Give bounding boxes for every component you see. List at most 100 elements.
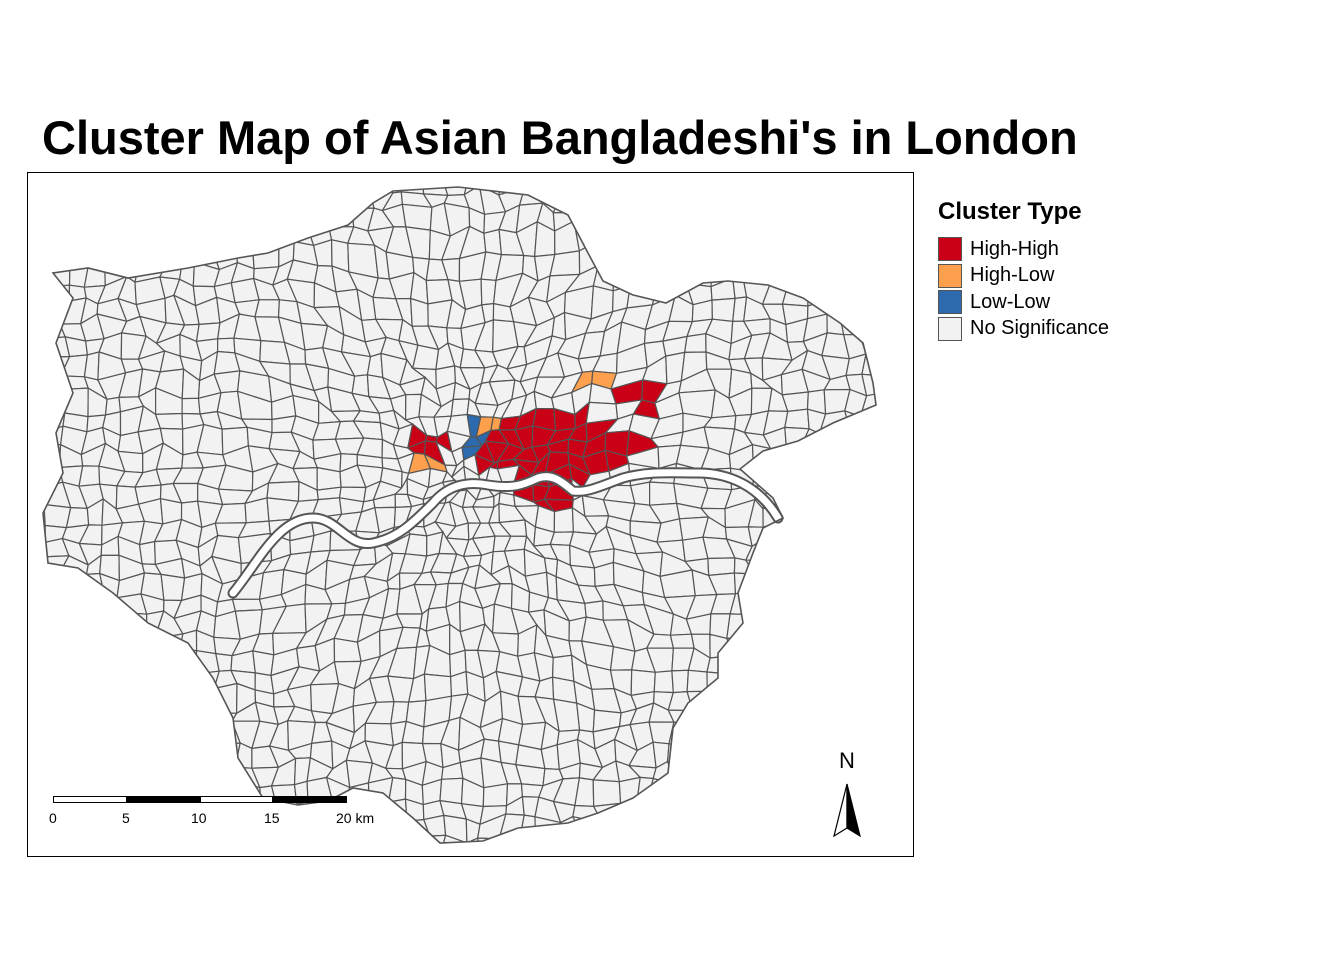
ward-polygon [59,187,86,190]
ward-polygon [875,298,876,322]
ward-polygon [859,581,876,602]
ward-polygon [781,782,808,807]
ward-polygon [174,702,196,733]
legend-item-low-low: Low-Low [938,289,1109,316]
ward-polygon [350,187,372,193]
ward-polygon [613,241,640,264]
ward-polygon [781,763,808,789]
ward-polygon [822,226,849,251]
ward-polygon [43,758,50,780]
ward-polygon [629,258,660,287]
ward-polygon [554,852,580,856]
ward-polygon [783,683,813,714]
ward-polygon [118,688,140,712]
ward-polygon [787,748,811,767]
ward-polygon [520,173,539,176]
ward-polygon [823,462,847,486]
ward-polygon [156,676,181,694]
london-ward-map[interactable] [28,173,913,856]
ward-polygon [668,204,696,228]
ward-polygon [231,194,262,213]
ward-polygon [632,240,659,264]
ward-polygon [429,834,447,843]
ward-polygon [316,466,342,491]
ward-polygon [533,833,563,843]
ward-polygon [896,684,914,713]
ward-polygon [28,557,33,574]
legend-swatch-high-high [938,237,962,262]
ward-polygon [610,851,636,856]
scale-tick-20-km: 20 km [336,810,375,826]
map-panel[interactable] [27,172,914,857]
ward-polygon [825,275,846,301]
north-arrow: N [826,748,868,840]
ward-polygon [99,632,126,659]
ward-polygon [83,187,109,212]
ward-polygon [195,201,218,230]
ward-polygon [884,648,907,670]
ward-polygon [176,225,199,251]
legend-item-high-high: High-High [938,236,1109,263]
ward-polygon [901,388,913,416]
ward-polygon [895,206,913,226]
ward-polygon [897,837,913,857]
ward-polygon [858,296,876,322]
ward-polygon [671,260,698,285]
ward-polygon [846,173,867,174]
ward-polygon [879,559,905,584]
ward-polygon [62,632,91,657]
ward-polygon [422,814,447,837]
ward-polygon [671,669,690,694]
ward-polygon [764,764,790,789]
scale-bar: 0 5 10 15 20 km [49,796,392,836]
ward-polygon [838,539,869,565]
ward-polygon [327,187,352,195]
ward-polygon [711,297,736,323]
ward-polygon [857,655,876,671]
ward-polygon [804,664,824,696]
ward-polygon [97,207,128,232]
ward-polygon [123,204,140,234]
ward-polygon [693,226,715,245]
ward-polygon [139,852,166,856]
ward-polygon [820,187,849,212]
ward-polygon [44,833,62,843]
ward-polygon [154,412,184,430]
ward-polygon [28,205,29,226]
ward-polygon [879,684,898,712]
ward-polygon [879,490,906,507]
ward-polygon [427,854,440,856]
ward-polygon [154,173,183,175]
ward-polygon [837,295,868,320]
ward-polygon [140,647,160,678]
ward-polygon [884,536,904,563]
ward-polygon [826,730,844,745]
ward-polygon [884,820,901,840]
ward-polygon [745,797,775,817]
ward-polygon [43,301,46,321]
ward-polygon [744,609,771,639]
ward-polygon [875,220,876,253]
ward-polygon [610,187,637,211]
ward-polygon [689,831,717,843]
ward-polygon [177,853,201,856]
ward-polygon [28,839,32,856]
ward-polygon [705,187,730,196]
ward-polygon [252,242,280,270]
ward-polygon [764,258,789,287]
ward-polygon [841,442,865,467]
ward-polygon [231,598,264,612]
ward-polygon [123,758,145,781]
ward-polygon [648,481,678,506]
ward-polygon [28,173,29,176]
ward-polygon [846,207,864,232]
ward-polygon [43,571,71,604]
ward-polygon [295,188,315,212]
legend-title: Cluster Type [938,198,1082,225]
ward-polygon [402,850,432,856]
ward-polygon [609,814,634,843]
ward-polygon [878,777,905,806]
ward-polygon [58,682,88,713]
ward-polygon [28,614,31,640]
ward-polygon [195,838,219,843]
